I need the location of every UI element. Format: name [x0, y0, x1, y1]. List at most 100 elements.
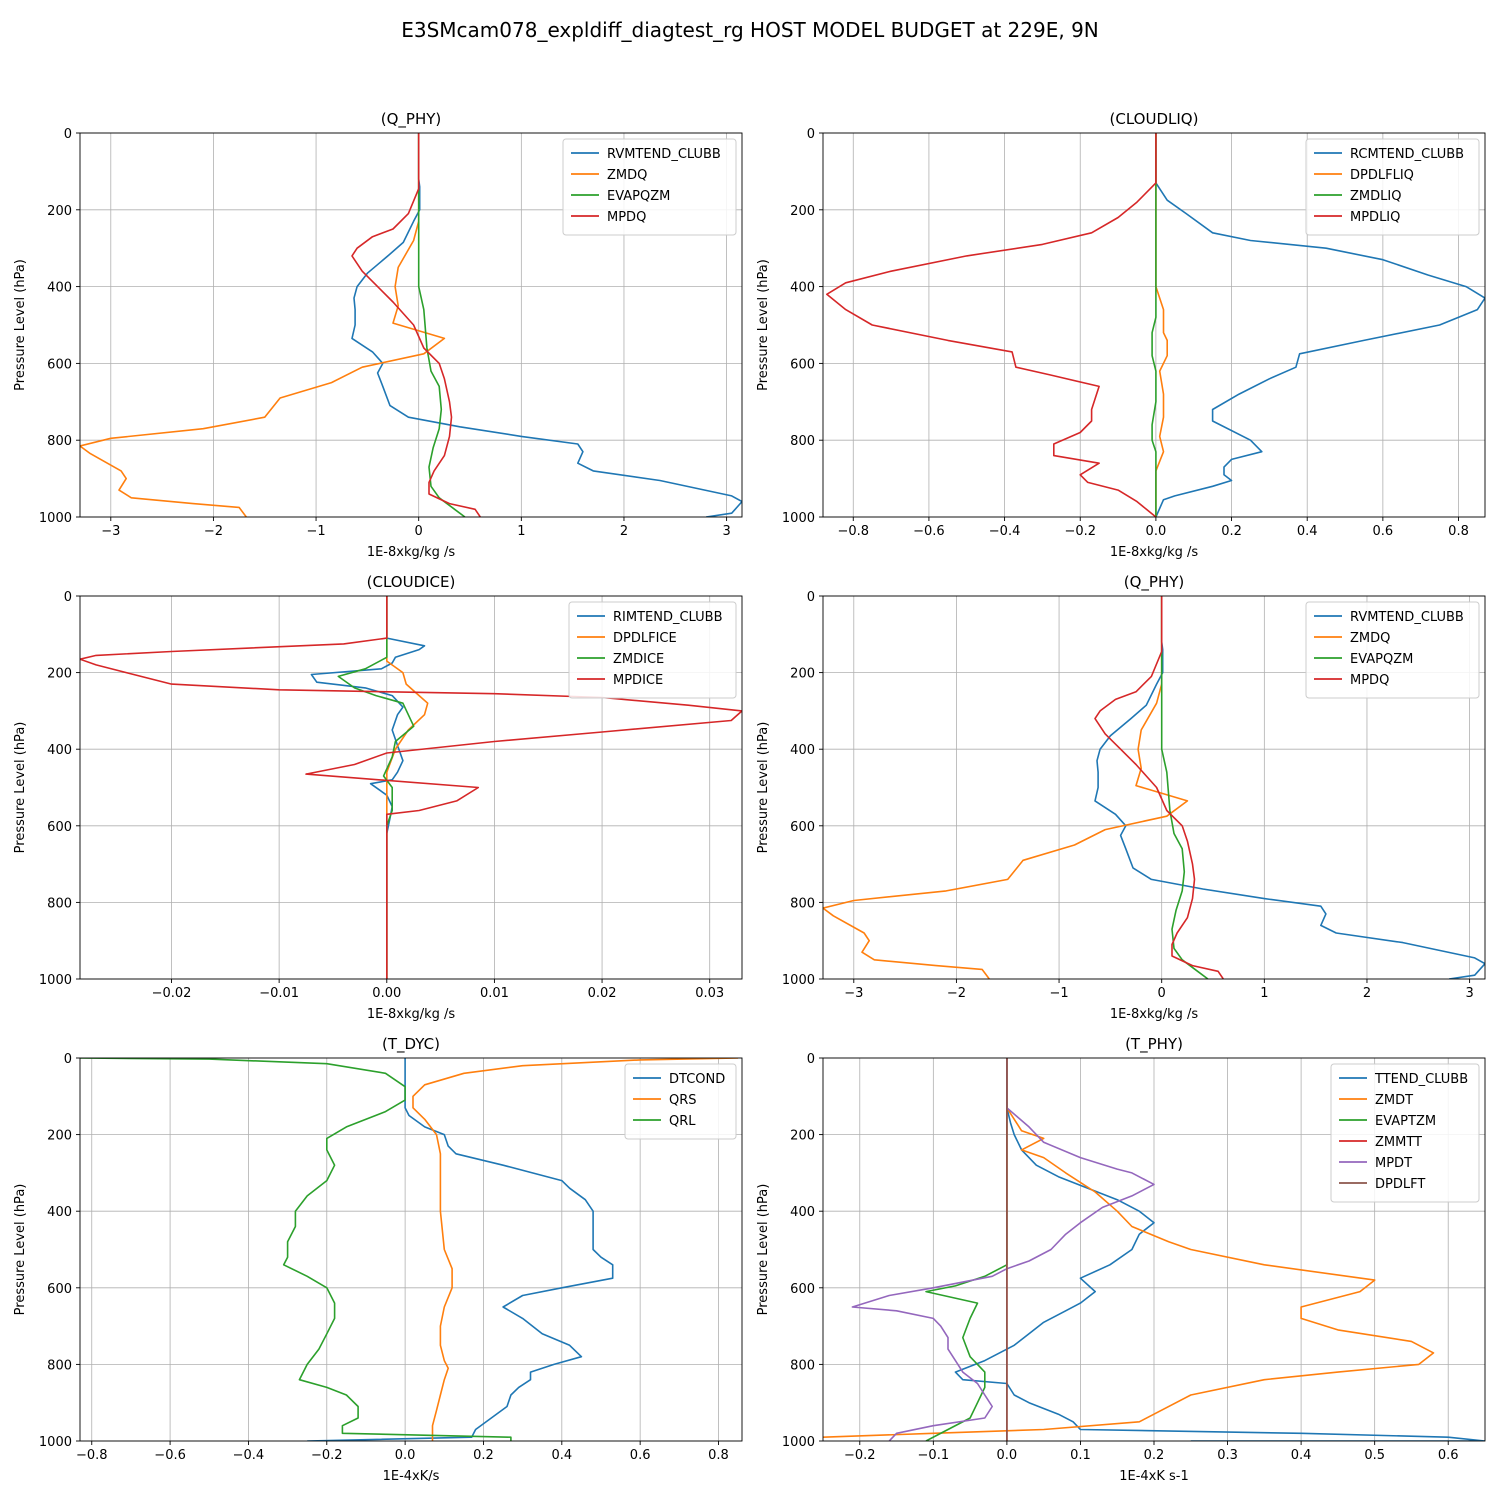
series-line — [351, 133, 742, 517]
panel-title: (CLOUDLIQ) — [1110, 110, 1199, 128]
legend-label: ZMDT — [1375, 1093, 1413, 1108]
legend-label: ZMDQ — [1350, 631, 1390, 646]
legend-label: TTEND_CLUBB — [1374, 1072, 1468, 1087]
y-axis-label: Pressure Level (hPa) — [756, 722, 771, 854]
chart-panel: −0.2 −0.1 0.0 0.1 0.2 0.3 0.4 0.5 0.6 0 200 400 600 8… — [756, 1035, 1486, 1484]
x-tick-label: −0.1 — [918, 1448, 950, 1463]
x-axis-label: 1E-8xkg/kg /s — [367, 545, 456, 560]
x-tick-label: 0.03 — [695, 986, 724, 1001]
legend-label: MPDQ — [1350, 673, 1389, 688]
legend-label: ZMMTT — [1375, 1135, 1422, 1150]
legend-label: DPDLFICE — [613, 631, 677, 646]
series-group — [80, 596, 742, 979]
chart-panel: −3 −2 −1 0 1 2 3 0 200 400 600 800 1000 (Q_PHY) 1E-8xk… — [13, 110, 743, 560]
x-tick-label: 0.6 — [630, 1448, 651, 1463]
series-line — [825, 133, 1157, 517]
y-tick-label: 400 — [790, 743, 815, 758]
x-tick-label: 0.4 — [1291, 1448, 1312, 1463]
series-line — [925, 1058, 1008, 1441]
y-tick-label: 600 — [47, 1282, 72, 1297]
x-tick-label: 0.8 — [1448, 524, 1469, 539]
y-tick-label: 200 — [47, 667, 72, 682]
chart-panel: −3 −2 −1 0 1 2 3 0 200 400 600 800 1000 (Q_PHY) 1E-8xk… — [756, 573, 1486, 1022]
y-tick-label: 800 — [790, 896, 815, 911]
legend-label: RIMTEND_CLUBB — [613, 610, 723, 625]
panel-title: (Q_PHY) — [1124, 573, 1185, 592]
x-tick-label: 3 — [722, 524, 730, 539]
y-tick-label: 200 — [790, 1129, 815, 1144]
x-tick-label: 0.0 — [395, 1448, 416, 1463]
series-line — [1151, 133, 1157, 517]
y-tick-label: 200 — [790, 667, 815, 682]
series-line — [823, 596, 1189, 979]
y-tick-label: 0 — [807, 590, 815, 605]
x-tick-label: −0.6 — [913, 524, 945, 539]
legend-label: EVAPTZM — [1375, 1114, 1436, 1129]
y-axis-label: Pressure Level (hPa) — [13, 259, 28, 391]
panel-title: (T_PHY) — [1125, 1035, 1183, 1054]
series-line — [80, 596, 742, 979]
legend-box — [562, 138, 737, 236]
legend-label: EVAPQZM — [607, 189, 670, 204]
legend-label: DPDLFT — [1375, 1177, 1425, 1192]
y-tick-label: 0 — [64, 1052, 72, 1067]
series-line — [80, 133, 446, 517]
x-tick-label: −2 — [947, 986, 966, 1001]
x-tick-label: 0.4 — [551, 1448, 572, 1463]
legend-label: QRL — [669, 1114, 696, 1129]
legend-label: DTCOND — [669, 1072, 725, 1087]
x-tick-label: −1 — [1049, 986, 1068, 1001]
legend-box — [1305, 601, 1480, 699]
y-tick-label: 1000 — [39, 973, 72, 988]
y-tick-label: 200 — [47, 1129, 72, 1144]
x-axis-label: 1E-4xK s-1 — [1119, 1469, 1189, 1484]
x-tick-label: 0.2 — [1144, 1448, 1165, 1463]
legend-label: RCMTEND_CLUBB — [1350, 147, 1464, 162]
series-group — [80, 1058, 739, 1441]
y-tick-label: 0 — [807, 127, 815, 142]
y-tick-label: 800 — [790, 1358, 815, 1373]
y-tick-label: 600 — [790, 1282, 815, 1297]
legend-label: MPDICE — [613, 673, 663, 688]
series-group — [823, 596, 1485, 979]
x-tick-label: 2 — [620, 524, 628, 539]
legend: RCMTEND_CLUBB DPDLFLIQ ZMDLIQ MPDLIQ — [1305, 138, 1480, 236]
series-line — [1094, 596, 1485, 979]
legend-label: ZMDICE — [613, 652, 664, 667]
axes-frame — [79, 1057, 743, 1442]
y-tick-label: 1000 — [39, 1435, 72, 1450]
axes-frame — [822, 595, 1486, 980]
legend: RVMTEND_CLUBB ZMDQ EVAPQZM MPDQ — [1305, 601, 1480, 699]
x-tick-label: 0.02 — [588, 986, 617, 1001]
x-tick-label: −0.02 — [152, 986, 192, 1001]
x-tick-label: 0.3 — [1217, 1448, 1238, 1463]
legend: RVMTEND_CLUBB ZMDQ EVAPQZM MPDQ — [562, 138, 737, 236]
legend: RIMTEND_CLUBB DPDLFICE ZMDICE MPDICE — [568, 601, 737, 699]
y-axis-label: Pressure Level (hPa) — [13, 722, 28, 854]
x-tick-label: −0.4 — [233, 1448, 265, 1463]
x-tick-label: 0 — [415, 524, 423, 539]
legend-box — [1330, 1063, 1480, 1203]
y-tick-label: 1000 — [782, 511, 815, 526]
axes-frame — [822, 132, 1486, 518]
series-line — [351, 133, 481, 517]
y-tick-label: 400 — [790, 281, 815, 296]
series-line — [80, 1058, 512, 1441]
figure-suptitle: E3SMcam078_expldiff_diagtest_rg HOST MOD… — [401, 18, 1099, 42]
panel-title: (T_DYC) — [382, 1035, 440, 1054]
x-tick-label: 2 — [1363, 986, 1371, 1001]
x-tick-label: 0.5 — [1364, 1448, 1385, 1463]
y-tick-label: 0 — [807, 1052, 815, 1067]
x-tick-label: 3 — [1465, 986, 1473, 1001]
y-tick-label: 400 — [47, 1205, 72, 1220]
y-tick-label: 600 — [790, 820, 815, 835]
legend-label: RVMTEND_CLUBB — [1350, 610, 1464, 625]
series-line — [823, 1058, 1435, 1438]
y-axis-label: Pressure Level (hPa) — [756, 259, 771, 391]
legend-label: MPDT — [1375, 1156, 1412, 1171]
y-tick-label: 1000 — [782, 973, 815, 988]
x-tick-label: 0.0 — [1146, 524, 1167, 539]
x-tick-label: −0.01 — [259, 986, 299, 1001]
y-axis-label: Pressure Level (hPa) — [756, 1184, 771, 1316]
